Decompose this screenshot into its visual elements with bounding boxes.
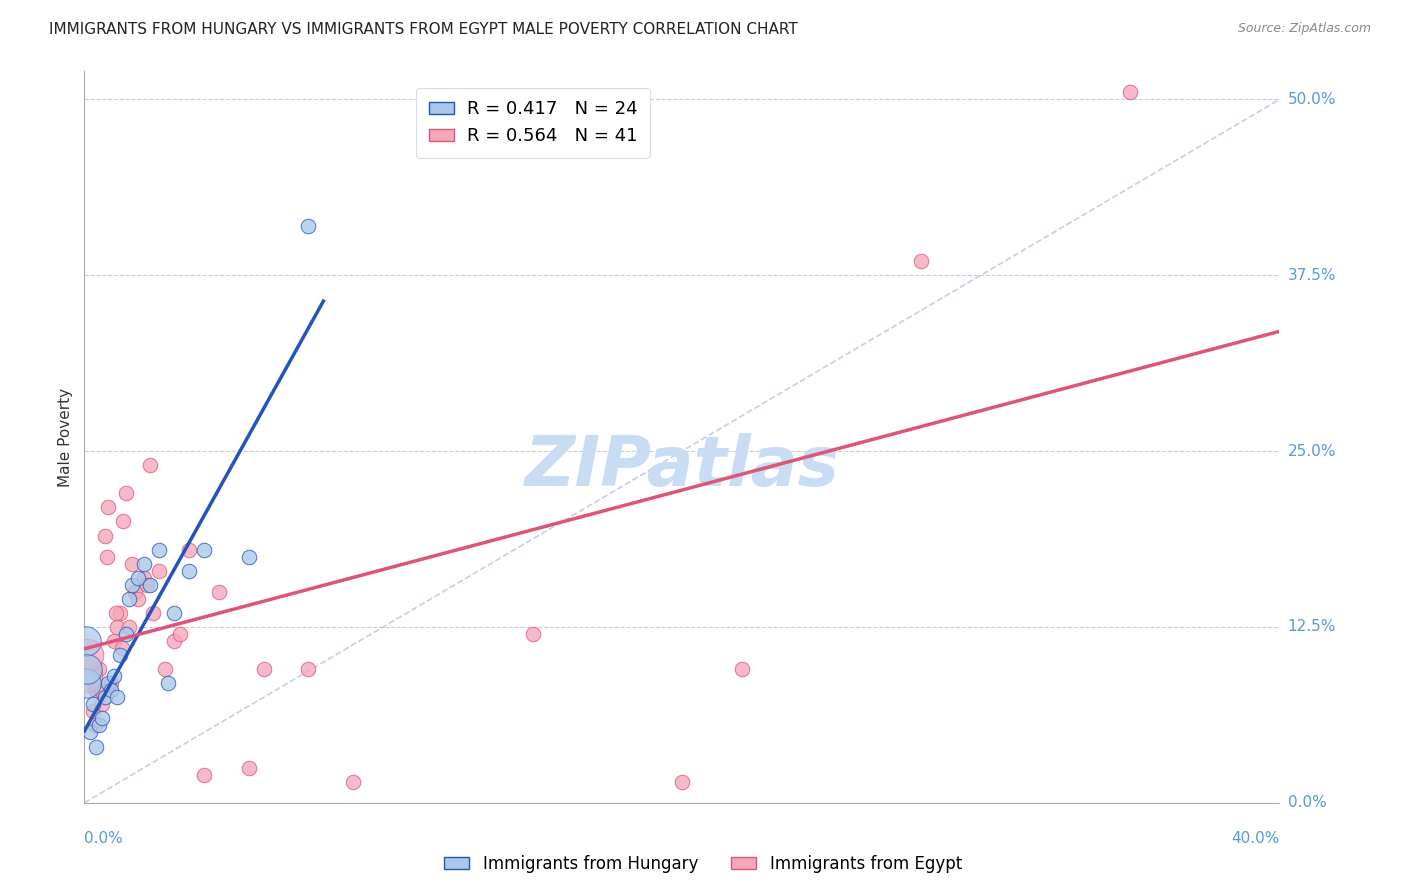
Point xyxy=(76,662,98,676)
Point xyxy=(90,683,112,698)
Point xyxy=(97,500,120,515)
Point xyxy=(115,627,138,641)
Point xyxy=(94,528,117,542)
Text: 12.5%: 12.5% xyxy=(1288,619,1336,634)
Point xyxy=(297,219,319,233)
Point xyxy=(118,620,141,634)
Point xyxy=(193,767,215,781)
Point xyxy=(111,641,134,656)
Point xyxy=(136,578,159,592)
Text: IMMIGRANTS FROM HUNGARY VS IMMIGRANTS FROM EGYPT MALE POVERTY CORRELATION CHART: IMMIGRANTS FROM HUNGARY VS IMMIGRANTS FR… xyxy=(49,22,799,37)
Text: 25.0%: 25.0% xyxy=(1288,443,1336,458)
Point xyxy=(75,669,97,683)
Point xyxy=(731,662,754,676)
Point xyxy=(163,634,186,648)
Text: Source: ZipAtlas.com: Source: ZipAtlas.com xyxy=(1237,22,1371,36)
Legend: Immigrants from Hungary, Immigrants from Egypt: Immigrants from Hungary, Immigrants from… xyxy=(437,848,969,880)
Point xyxy=(96,549,118,564)
Point xyxy=(139,458,162,473)
Point xyxy=(110,606,132,620)
Point xyxy=(82,698,104,712)
Point xyxy=(79,725,101,739)
Point xyxy=(1119,86,1142,100)
Point xyxy=(91,698,114,712)
Text: 0.0%: 0.0% xyxy=(1288,796,1326,810)
Point xyxy=(139,578,162,592)
Point xyxy=(127,571,149,585)
Point xyxy=(153,662,176,676)
Point xyxy=(103,634,125,648)
Point xyxy=(76,648,98,662)
Point xyxy=(86,683,108,698)
Point xyxy=(75,676,97,690)
Legend: R = 0.417   N = 24, R = 0.564   N = 41: R = 0.417 N = 24, R = 0.564 N = 41 xyxy=(416,87,650,158)
Point xyxy=(342,774,364,789)
Point xyxy=(118,591,141,606)
Text: ZIPatlas: ZIPatlas xyxy=(524,433,839,500)
Point xyxy=(75,634,97,648)
Point xyxy=(112,515,135,529)
Point xyxy=(104,606,127,620)
Point xyxy=(110,648,132,662)
Point xyxy=(142,606,165,620)
Point xyxy=(148,542,170,557)
Point xyxy=(124,584,146,599)
Point xyxy=(127,591,149,606)
Point xyxy=(157,676,180,690)
Point xyxy=(132,557,156,571)
Point xyxy=(103,669,125,683)
Point xyxy=(82,705,104,719)
Point xyxy=(177,564,200,578)
Point xyxy=(105,690,128,705)
Point xyxy=(169,627,191,641)
Point xyxy=(86,739,108,754)
Text: 40.0%: 40.0% xyxy=(1232,831,1279,846)
Point xyxy=(100,676,122,690)
Point xyxy=(193,542,215,557)
Text: 50.0%: 50.0% xyxy=(1288,92,1336,107)
Y-axis label: Male Poverty: Male Poverty xyxy=(58,387,73,487)
Point xyxy=(105,620,128,634)
Point xyxy=(208,584,231,599)
Text: 0.0%: 0.0% xyxy=(84,831,124,846)
Point xyxy=(91,711,114,725)
Text: 37.5%: 37.5% xyxy=(1288,268,1336,283)
Point xyxy=(297,662,319,676)
Point xyxy=(89,662,111,676)
Point xyxy=(100,683,122,698)
Point xyxy=(163,606,186,620)
Point xyxy=(238,761,260,775)
Point xyxy=(121,557,143,571)
Point xyxy=(97,676,120,690)
Point xyxy=(671,774,693,789)
Point xyxy=(148,564,170,578)
Point xyxy=(94,690,117,705)
Point xyxy=(253,662,276,676)
Point xyxy=(910,254,932,268)
Point xyxy=(238,549,260,564)
Point xyxy=(83,718,105,732)
Point xyxy=(115,486,138,500)
Point xyxy=(89,718,111,732)
Point xyxy=(177,542,200,557)
Point xyxy=(132,571,156,585)
Point xyxy=(522,627,544,641)
Point xyxy=(121,578,143,592)
